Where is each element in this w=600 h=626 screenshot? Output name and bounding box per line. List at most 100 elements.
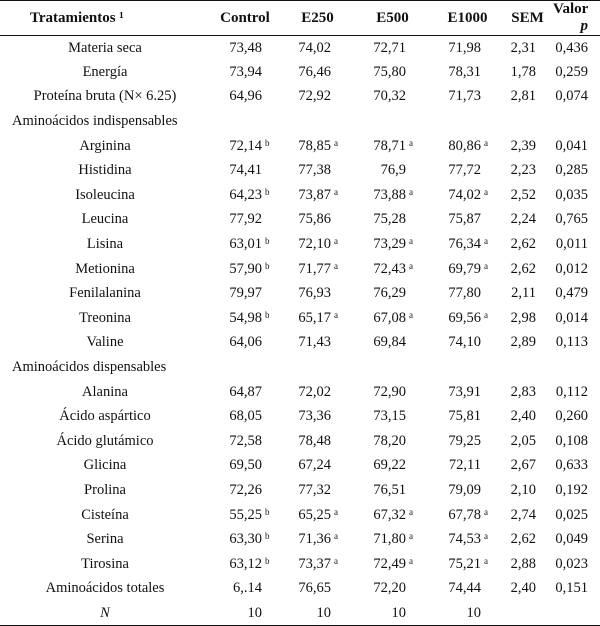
cell-p-value: 0,074 [555,88,588,105]
cell-value: 77,38 [298,162,331,179]
cell-value: 75,21 [448,555,481,572]
significance-letter: a [409,309,413,320]
row-label: Histidina [78,162,132,179]
cell-value: 64,06 [229,334,262,351]
cell-e500: 70,32 [355,85,430,110]
cell-control: 77,92 [210,208,280,233]
cell-e500: 73,88 a [355,183,430,208]
cell-p-value: 0,035 [555,186,588,203]
cell-e250: 67,24 [280,454,355,479]
cell-value: 76,34 [448,236,481,253]
cell-control: 54,98 b [210,306,280,331]
cell-sem: 2,10 [510,481,536,498]
row-label: Treonina [79,309,131,326]
row-label: Proteína bruta (N× 6.25) [33,88,177,105]
cell-p-value: 0,285 [555,162,588,179]
significance-letter: a [484,186,488,197]
cell-value: 74,10 [448,334,481,351]
cell-value: 74,44 [448,580,481,597]
row-label: Tirosina [81,555,129,572]
cell-sem: 2,98 [510,309,536,326]
cell-value: 64,96 [229,88,262,105]
table-row: Glicina 69,50 67,24 69,22 72,11 2,67 0,633 [0,454,600,479]
cell-sem: 2,23 [510,162,536,179]
cell-p-value: 0,023 [555,555,588,572]
significance-letter: b [265,555,270,566]
cell-e500: 72,43 a [355,257,430,282]
cell-value: 76,93 [298,285,331,302]
cell-e250: 77,38 [280,158,355,183]
cell-e500: 73,15 [355,404,430,429]
cell-sem: 2,05 [510,432,536,449]
header-sem: SEM [505,0,550,36]
row-label: Valine [86,334,124,351]
significance-letter: a [334,309,338,320]
cell-p-value: 0,014 [555,309,588,326]
significance-letter: a [409,531,413,542]
cell-e250: 73,37 a [280,552,355,577]
cell-control: 64,23 b [210,183,280,208]
significance-letter: a [334,506,338,517]
cell-e250: 78,48 [280,429,355,454]
cell-value: 76,65 [298,580,331,597]
cell-value: 72,58 [229,432,262,449]
cell-sem: 2,52 [510,186,536,203]
table-row: Proteína bruta (N× 6.25) 64,96 72,92 70,32 7… [0,85,600,110]
header-p-value: Valor p [550,0,600,36]
cell-e500: 78,71 a [355,134,430,159]
cell-value: 71,73 [448,88,481,105]
cell-p-value: 0,259 [555,63,588,80]
cell-e1000: 75,81 [430,404,505,429]
significance-letter: a [484,555,488,566]
cell-control: 63,01 b [210,232,280,257]
cell-sem: 2,39 [510,137,536,154]
row-label: Prolina [84,481,126,498]
cell-e250: 71,36 a [280,527,355,552]
cell-e1000: 74,10 [430,331,505,356]
significance-letter: a [334,531,338,542]
table-row: Cisteína 55,25 b 65,25 a 67,32 a 67,78 a 2,74 0,02… [0,503,600,528]
table-row: Lisina 63,01 b 72,10 a 73,29 a 76,34 a 2,62 0,011 [0,232,600,257]
cell-value: 72,71 [373,39,406,56]
cell-value: 74,02 [298,39,331,56]
cell-sem: 2,88 [510,555,536,572]
significance-letter: a [409,186,413,197]
row-label: Lisina [86,236,124,253]
cell-p-value: 0,011 [555,236,588,253]
table-row: Histidina 74,41 77,38 76,9 77,72 2,23 0,285 [0,158,600,183]
cell-e500: 10 [355,601,430,626]
section-label: Aminoácidos dispensables [12,359,167,376]
cell-control: 68,05 [210,404,280,429]
cell-e1000: 71,98 [430,36,505,61]
cell-e500: 76,9 [355,158,430,183]
cell-control: 64,87 [210,380,280,405]
significance-letter: a [409,260,413,271]
cell-value: 73,88 [373,186,406,203]
significance-letter: b [265,137,270,148]
cell-value: 72,02 [298,383,331,400]
cell-e1000: 10 [430,601,505,626]
cell-value: 63,30 [229,531,262,548]
cell-value: 65,25 [298,506,331,523]
cell-control: 79,97 [210,281,280,306]
cell-value: 10 [316,604,332,621]
cell-e1000: 74,44 [430,577,505,602]
header-e250: E250 [280,0,355,36]
cell-value: 63,12 [229,555,262,572]
row-label: Leucina [81,211,129,228]
cell-control: 72,26 [210,478,280,503]
cell-value: 75,80 [373,63,406,80]
header-treatments: Tratamientos ¹ [0,0,210,36]
table-row: Materia seca 73,48 74,02 72,71 71,98 2,31 0,43… [0,36,600,61]
cell-control: 57,90 b [210,257,280,282]
cell-value: 75,87 [448,211,481,228]
cell-value: 72,14 [229,137,262,154]
cell-value: 76,9 [380,162,406,179]
significance-letter: a [409,506,413,517]
cell-value: 79,09 [448,481,481,498]
cell-value: 70,32 [373,88,406,105]
cell-value: 54,98 [229,309,262,326]
cell-e250: 74,02 [280,36,355,61]
significance-letter: b [265,186,270,197]
cell-p-value: 0,151 [555,580,588,597]
